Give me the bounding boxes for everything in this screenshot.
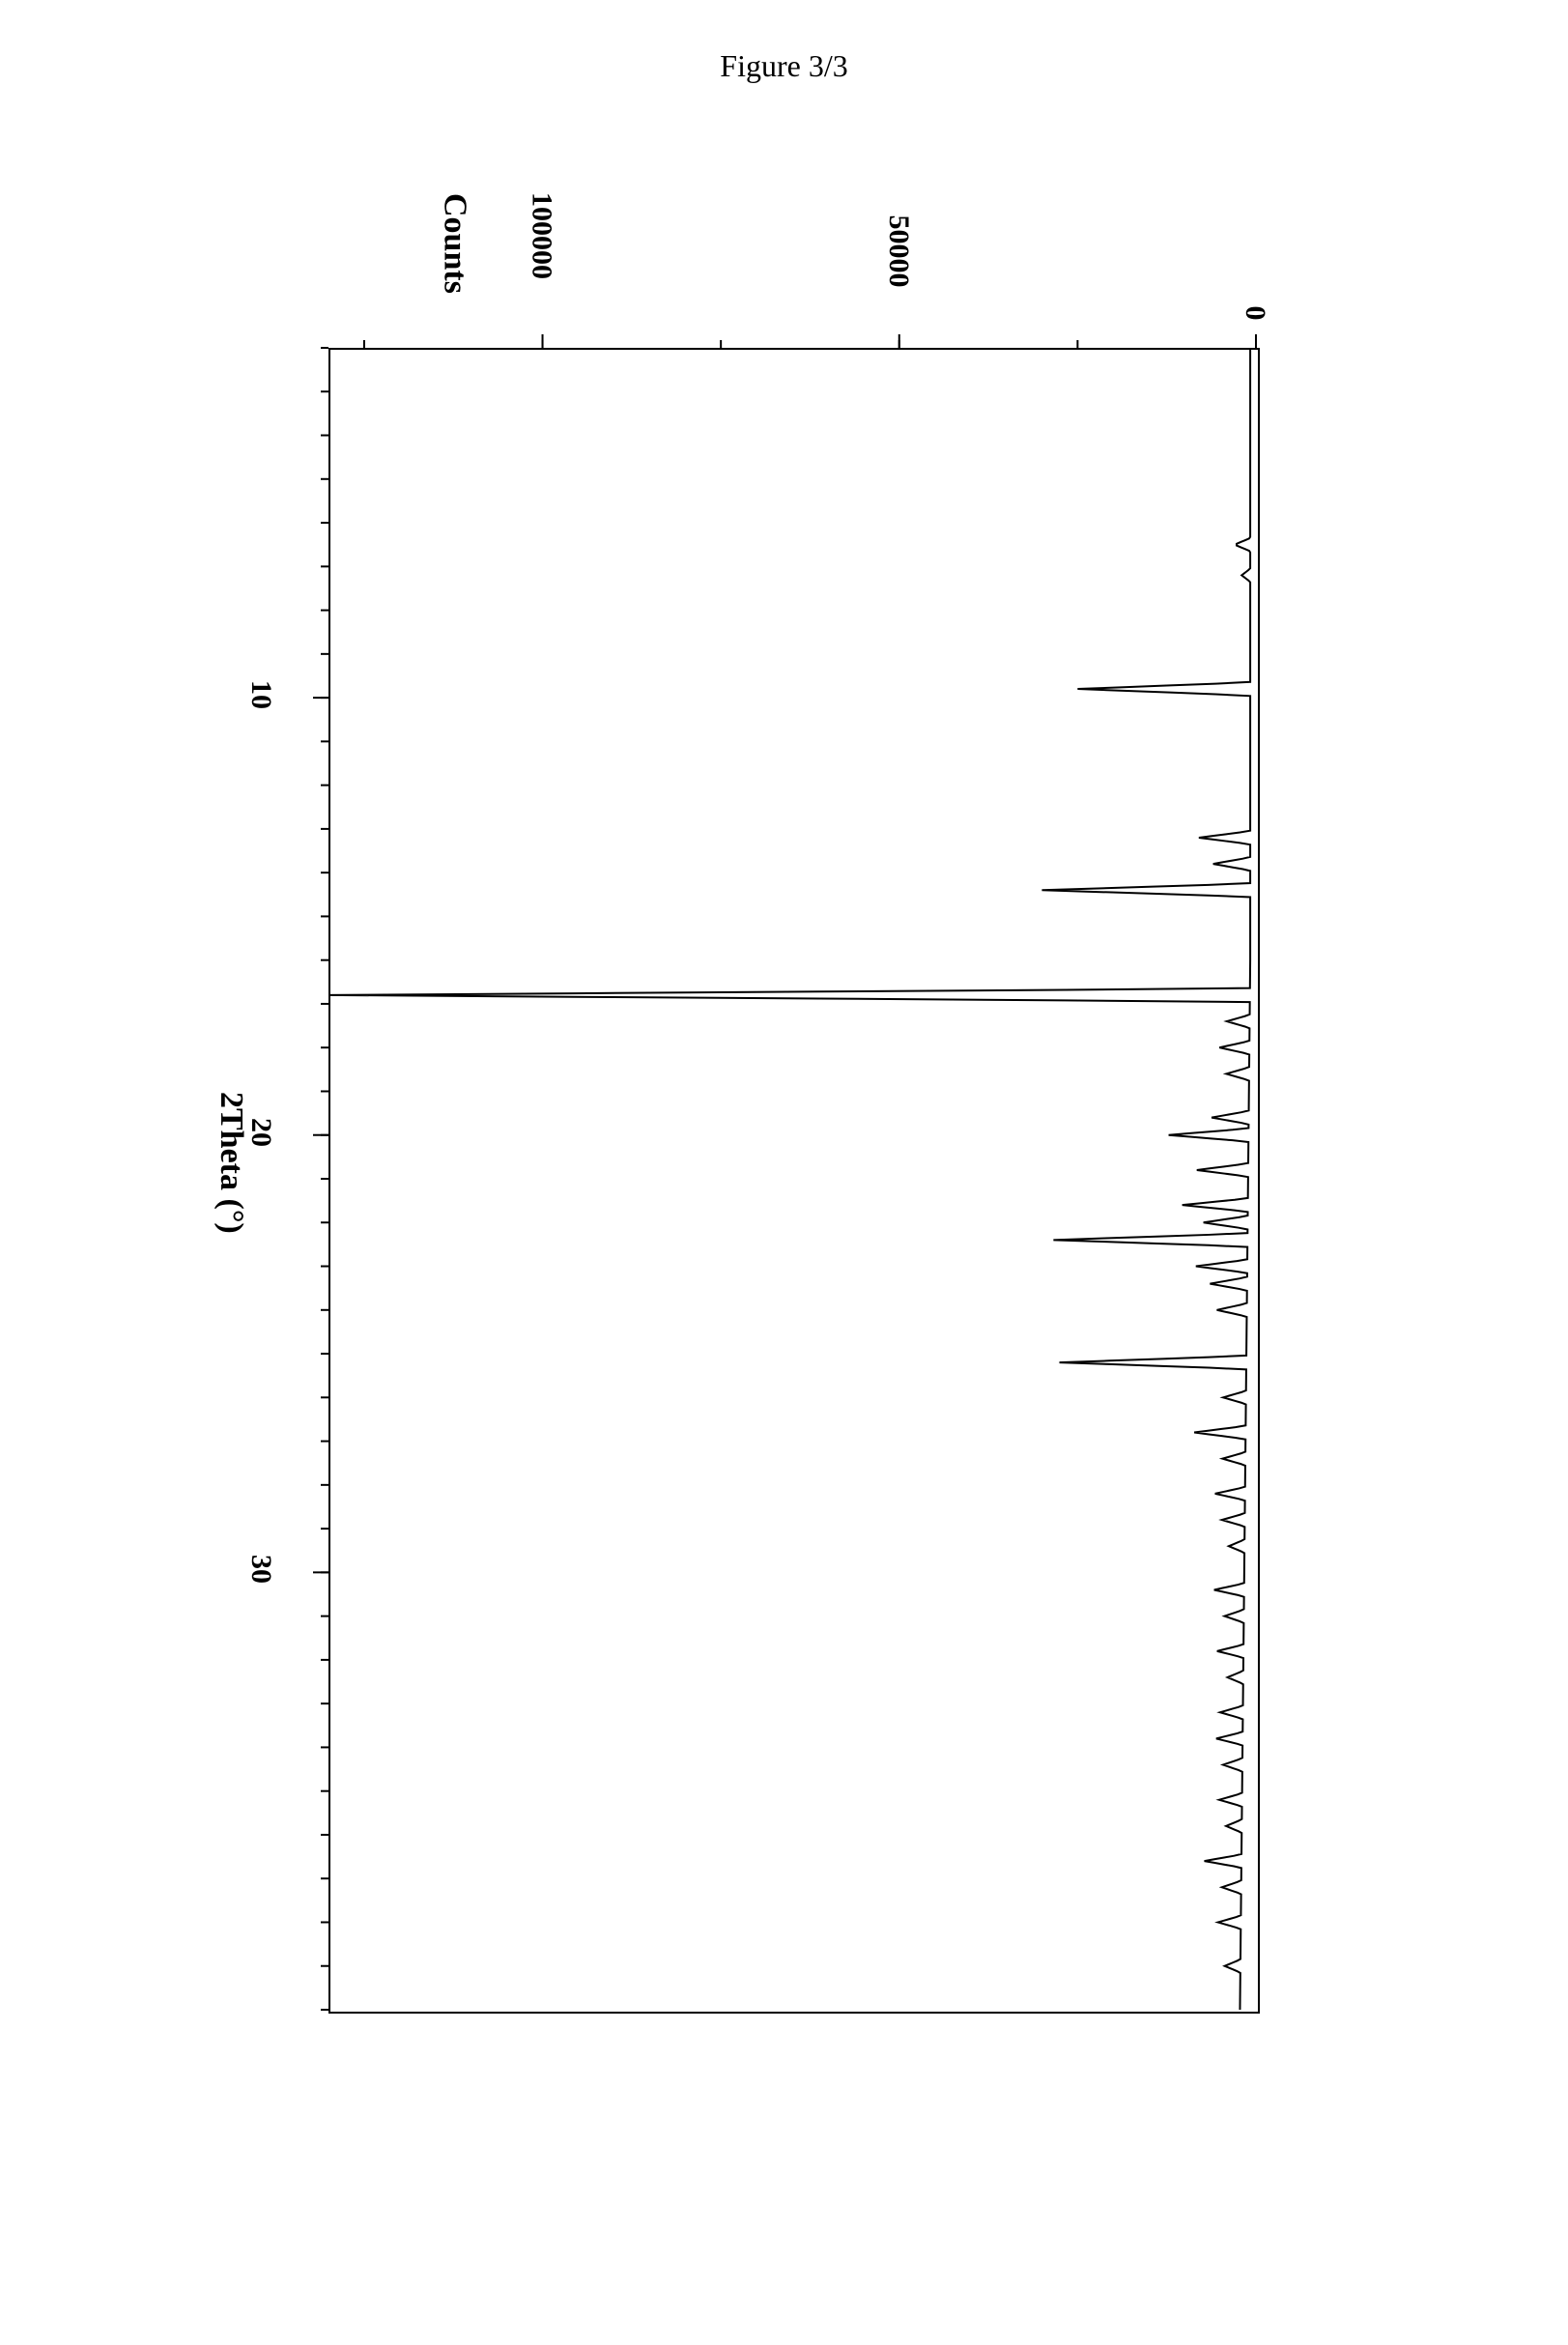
figure-title: Figure 3/3 bbox=[720, 48, 847, 84]
y-tick-label: 0 bbox=[1239, 306, 1271, 321]
x-tick-label: 30 bbox=[244, 1555, 277, 1584]
y-tick-label: 100000 bbox=[526, 192, 558, 279]
y-tick-label: 50000 bbox=[882, 215, 915, 288]
page: Figure 3/3 Counts 2Theta (°) 0 50000 10000… bbox=[39, 39, 1529, 2306]
xrd-chart: Counts 2Theta (°) 050000100000 102030 bbox=[213, 232, 1275, 2164]
y-axis-label: Counts bbox=[437, 193, 473, 294]
x-tick-label: 20 bbox=[244, 1118, 277, 1147]
x-tick-label: 10 bbox=[244, 680, 277, 709]
x-axis-label: 2Theta (°) bbox=[213, 1092, 249, 1234]
plot-svg bbox=[213, 232, 1275, 2164]
